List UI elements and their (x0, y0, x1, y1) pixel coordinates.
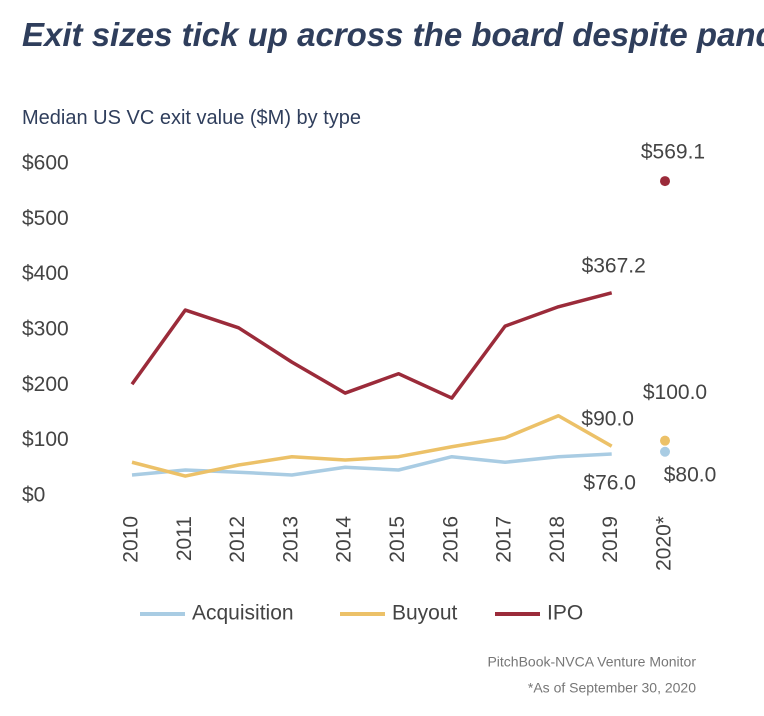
x-tick-label: 2018 (546, 516, 569, 563)
x-tick-label: 2010 (120, 516, 143, 563)
data-label: $76.0 (583, 471, 636, 494)
chart-subtitle: Median US VC exit value ($M) by type (22, 107, 361, 129)
data-label: $100.0 (643, 381, 707, 404)
x-tick-label: 2011 (173, 516, 196, 561)
legend-label: IPO (547, 602, 583, 625)
x-tick-label: 2016 (439, 516, 462, 563)
y-tick-label: $100 (22, 428, 69, 451)
x-tick-label: 2020* (653, 516, 676, 571)
data-label: $80.0 (664, 463, 717, 486)
series-marker (660, 435, 670, 446)
y-tick-label: $400 (22, 262, 69, 285)
data-label: $90.0 (581, 408, 634, 431)
y-tick-label: $600 (22, 152, 69, 175)
x-tick-label: 2015 (386, 516, 409, 563)
source: PitchBook-NVCA Venture Monitor (487, 654, 696, 670)
x-tick-label: 2019 (599, 516, 622, 563)
y-tick-label: $0 (22, 484, 45, 507)
y-tick-label: $300 (22, 318, 69, 341)
series-line (130, 291, 613, 400)
x-tick-label: 2014 (333, 516, 356, 563)
series-marker (660, 446, 670, 457)
y-tick-label: $200 (22, 373, 69, 396)
x-tick-label: 2017 (493, 516, 516, 563)
x-tick-label: 2012 (226, 516, 249, 563)
x-tick-label: 2013 (279, 516, 302, 563)
legend-label: Acquisition (192, 602, 294, 625)
note: *As of September 30, 2020 (528, 680, 696, 696)
legend-label: Buyout (392, 602, 458, 625)
y-tick-label: $500 (22, 207, 69, 230)
data-label: $367.2 (582, 254, 646, 277)
data-label: $569.1 (641, 141, 705, 164)
chart-title: Exit sizes tick up across the board desp… (22, 16, 764, 53)
series-line (131, 414, 613, 478)
series-marker (660, 176, 670, 187)
